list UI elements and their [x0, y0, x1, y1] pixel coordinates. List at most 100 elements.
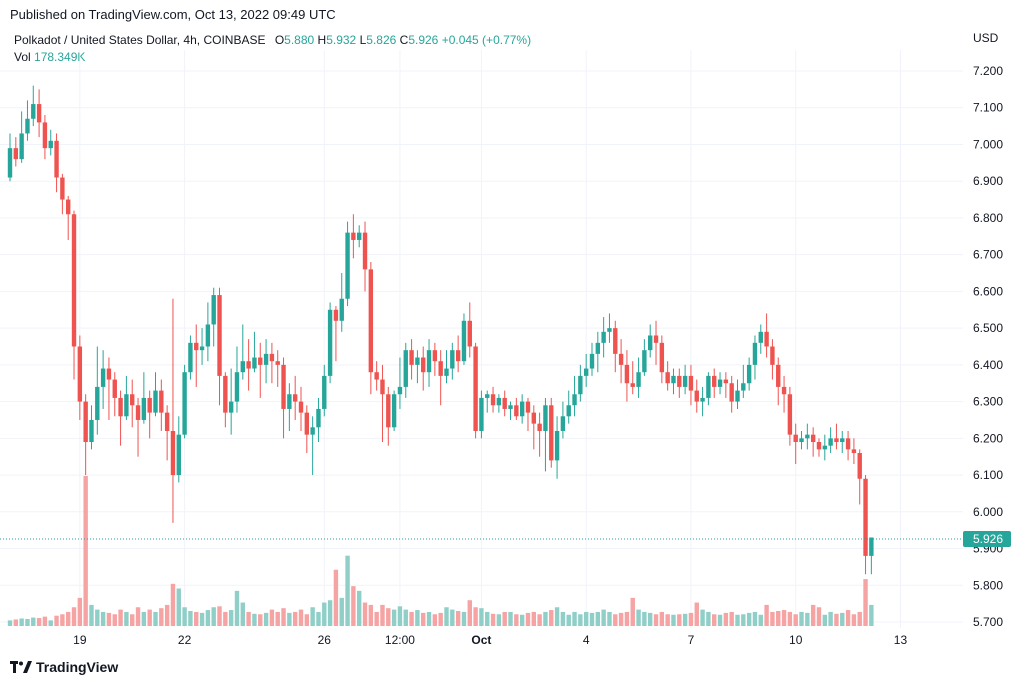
candle [421, 346, 426, 391]
candle [106, 357, 112, 420]
candle [258, 342, 263, 398]
candle [793, 423, 798, 465]
candle-body [339, 298, 344, 321]
volume-legend: Vol 178.349K [14, 49, 531, 65]
volume-bar [95, 609, 100, 626]
volume-bar [13, 619, 19, 626]
candle [787, 386, 793, 446]
volume-bar [292, 611, 298, 626]
volume-bar [194, 611, 199, 626]
volume-bar [252, 613, 257, 626]
candle [461, 313, 467, 365]
volume-bar [828, 611, 833, 626]
y-tick-label: 7.000 [973, 137, 1003, 151]
chart-grid [0, 50, 963, 628]
candle-body [194, 342, 199, 351]
candle-body [618, 353, 624, 365]
candle-body [48, 140, 53, 149]
candle-body [764, 331, 769, 347]
volume-bar [60, 614, 65, 626]
candle-body [444, 368, 449, 376]
candle-body [729, 383, 734, 402]
candle-body [648, 335, 653, 351]
candle-body [781, 386, 787, 395]
candle-body [514, 405, 519, 417]
candle-body [659, 342, 665, 373]
volume-bar [630, 597, 635, 626]
volume-bar [607, 611, 612, 626]
candle-body [83, 401, 88, 443]
candle-body [607, 328, 612, 332]
x-tick-label: 13 [894, 633, 908, 647]
candle-body [665, 372, 670, 384]
candle [246, 339, 251, 391]
candle-body [572, 394, 577, 406]
volume-bar [362, 602, 368, 626]
volume-bar [490, 613, 496, 626]
volume-bar [589, 612, 595, 626]
volume-bar [799, 611, 804, 626]
candle-body [840, 438, 845, 443]
candle [682, 364, 688, 395]
volume-bar [712, 614, 717, 626]
volume-bar [560, 611, 566, 626]
candle-body [851, 449, 857, 454]
candle [48, 129, 53, 156]
candle-body [100, 368, 106, 387]
candle-body [723, 379, 729, 384]
symbol-name: Polkadot / United States Dollar, 4h, COI… [14, 33, 266, 47]
volume-bar [770, 611, 775, 626]
volume-bar [322, 602, 327, 626]
volume-bar [688, 612, 694, 626]
candle [653, 320, 659, 365]
candle [537, 412, 542, 457]
candle-body [223, 375, 228, 413]
tradingview-brand[interactable]: TradingView [10, 659, 118, 675]
candle [380, 364, 385, 443]
volume-bar [54, 615, 59, 626]
volume-bar [514, 614, 519, 626]
candle-body [228, 401, 234, 413]
candle-body [770, 346, 775, 365]
volume-label: Vol [14, 50, 31, 64]
candle [828, 427, 833, 454]
candle [770, 339, 775, 380]
volume-bar [869, 604, 874, 626]
candle-body [199, 346, 205, 351]
candle [112, 372, 117, 417]
volume-bar [71, 607, 77, 626]
candle [479, 390, 484, 439]
last-price-marker: 5.926 [0, 530, 1011, 547]
candle [665, 361, 670, 391]
volume-bar [205, 610, 211, 626]
candle [438, 350, 443, 406]
candle-body [834, 438, 839, 443]
candle-body [106, 368, 112, 380]
volume-bar [287, 612, 292, 626]
candle [95, 346, 100, 435]
candle-body [642, 350, 647, 373]
candle-body [298, 401, 304, 413]
candle-body [869, 537, 874, 556]
volume-bar [496, 614, 502, 626]
candle [397, 357, 403, 409]
candle [228, 368, 234, 435]
currency-label: USD [973, 31, 999, 45]
candle-body [461, 320, 467, 362]
candle-body [252, 357, 257, 369]
candle [42, 115, 48, 160]
candle-body [263, 353, 269, 365]
candle [543, 397, 548, 472]
volume-bar [648, 612, 653, 626]
candle-body [805, 434, 810, 439]
volume-bar [403, 609, 408, 626]
candle [77, 335, 83, 420]
volume-bar [438, 612, 443, 626]
candle-body [653, 335, 659, 343]
candle-body [857, 453, 862, 479]
candle [391, 390, 397, 431]
x-tick-label: 22 [178, 633, 192, 647]
y-tick-label: 5.800 [973, 578, 1003, 592]
volume-bar [310, 607, 315, 626]
